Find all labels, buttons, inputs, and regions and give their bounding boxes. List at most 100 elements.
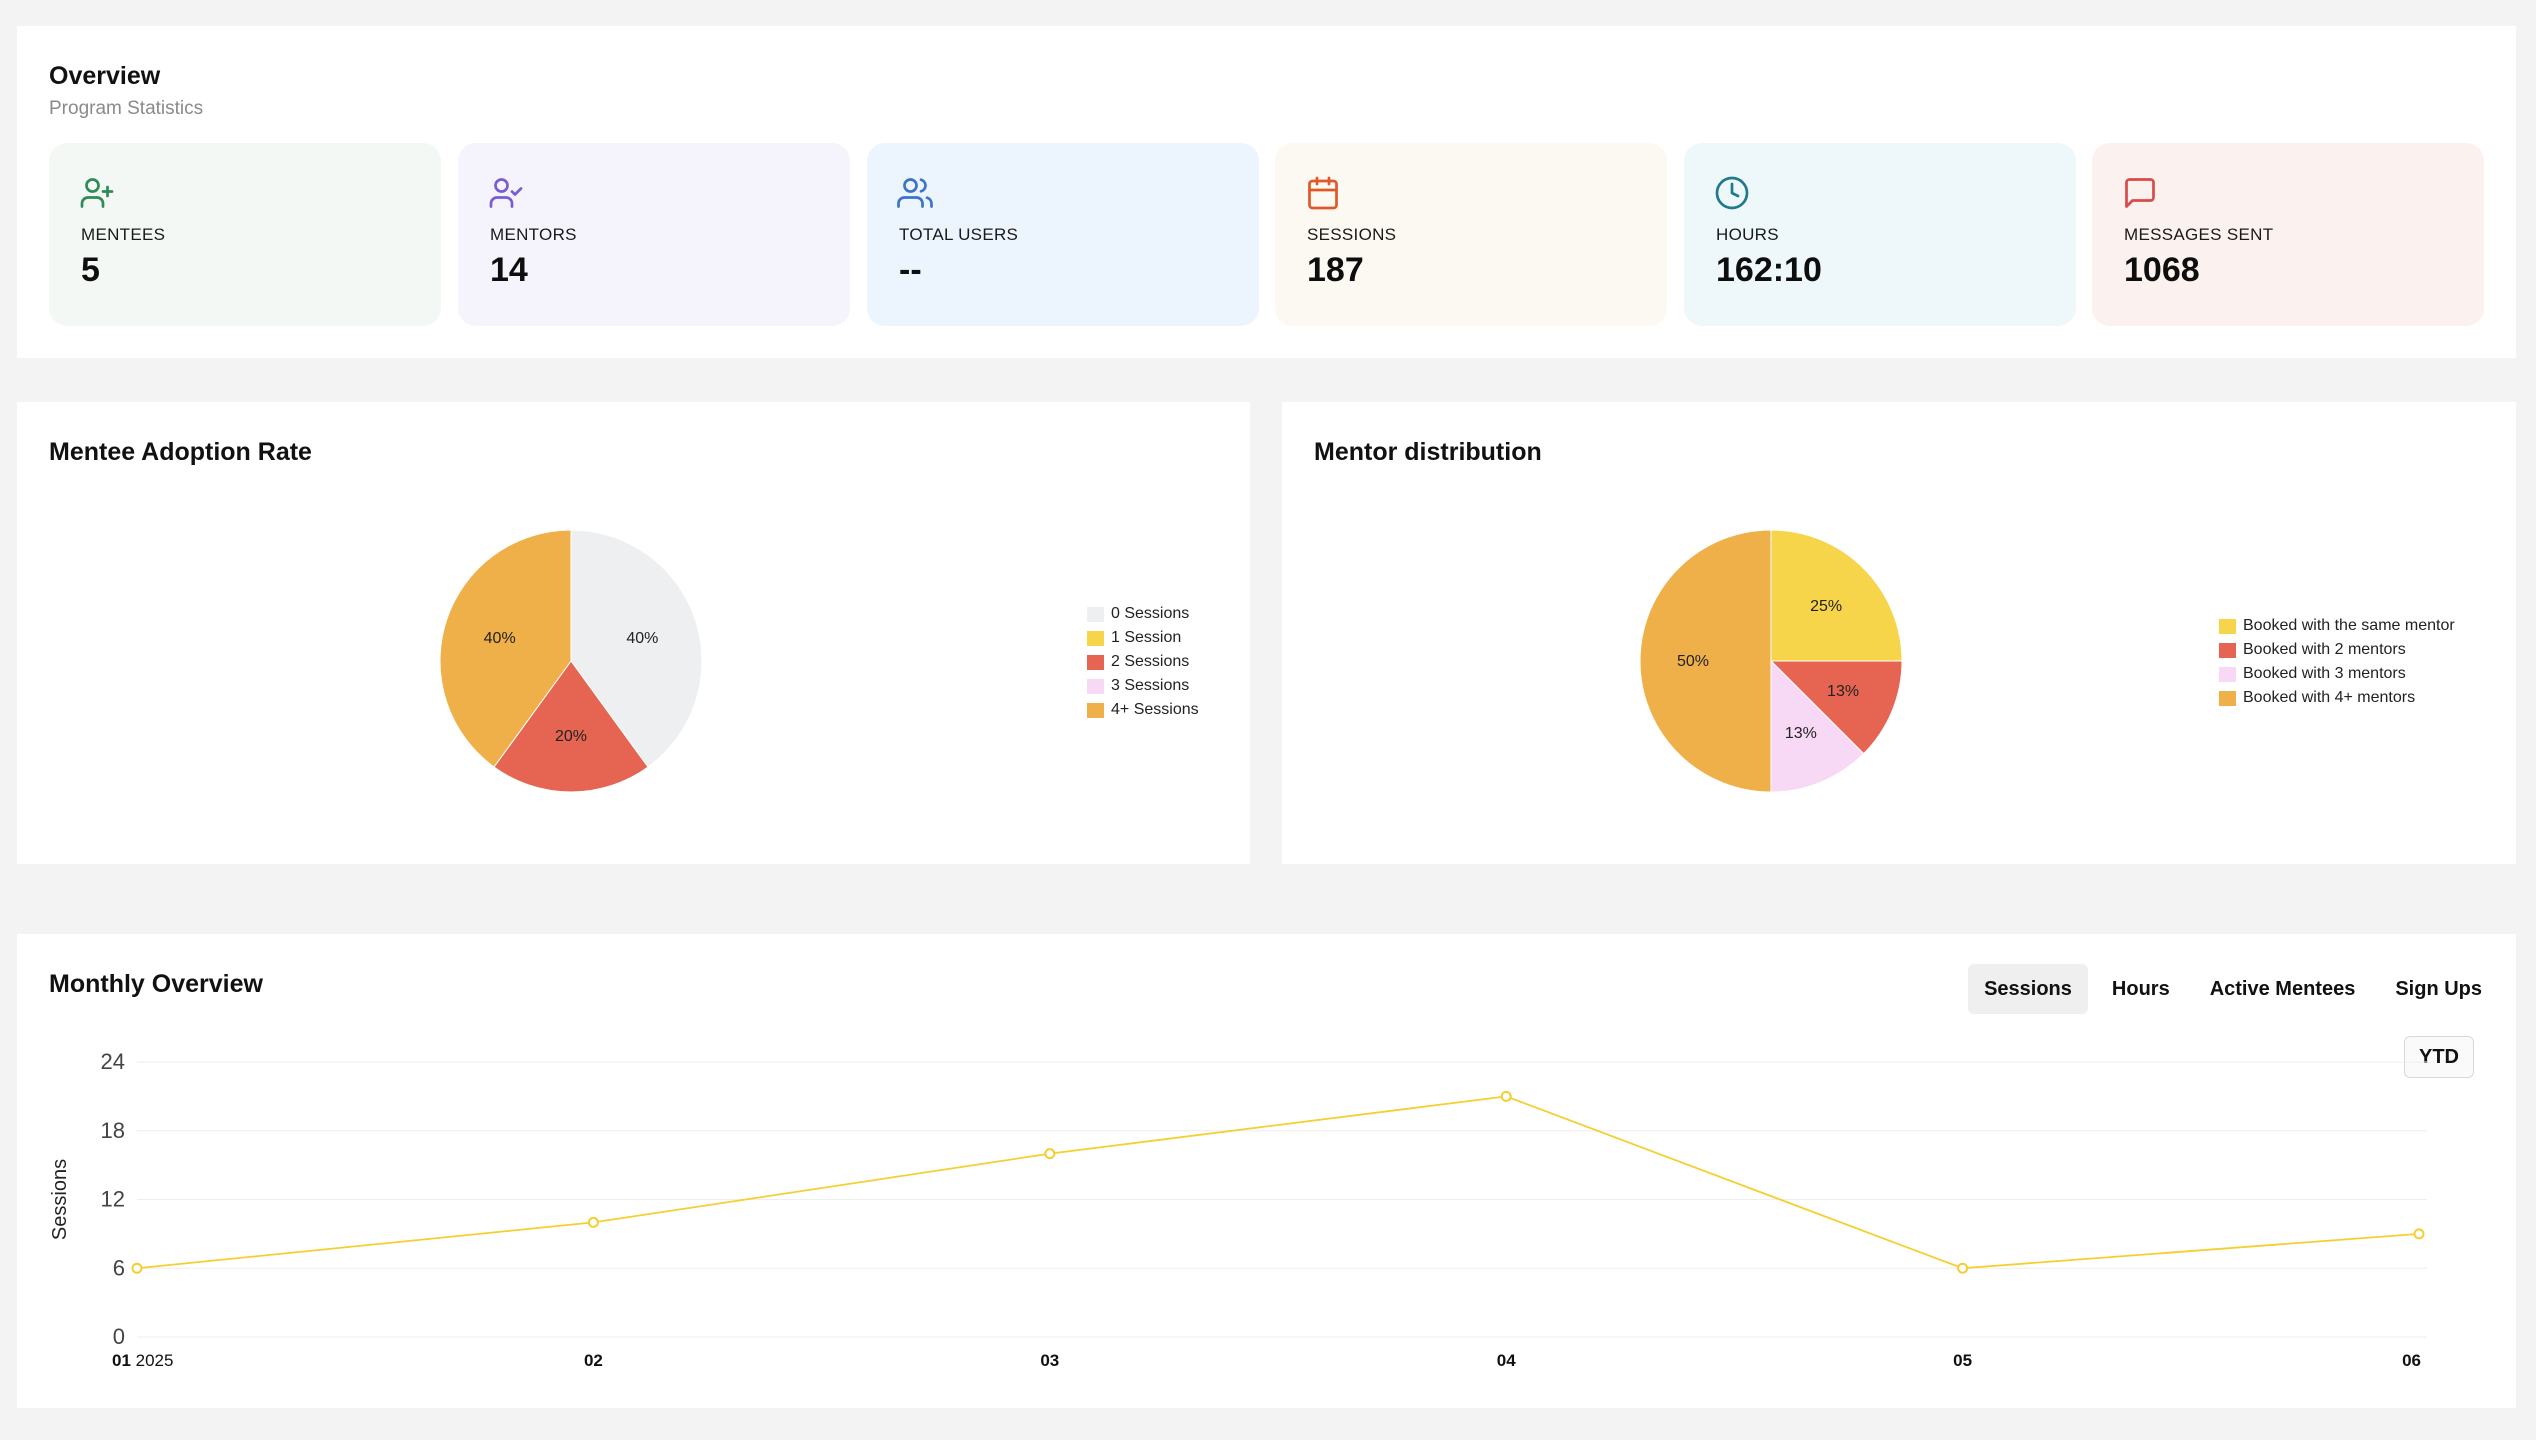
tab-active-mentees[interactable]: Active Mentees [2209, 977, 2356, 1000]
legend-item[interactable]: Booked with 4+ mentors [2219, 686, 2455, 710]
stat-card-total-users[interactable]: TOTAL USERS -- [867, 143, 1259, 326]
y-tick-label: 24 [101, 1049, 125, 1074]
stat-label: TOTAL USERS [899, 225, 1019, 244]
stat-value: 1068 [2124, 251, 2200, 289]
legend-label: Booked with 3 mentors [2243, 665, 2406, 682]
stat-card-mentees[interactable]: MENTEES 5 [49, 143, 441, 326]
x-tick-label: 05 [1953, 1351, 1972, 1370]
stat-card-hours[interactable]: HOURS 162:10 [1684, 143, 2076, 326]
legend-item[interactable]: 4+ Sessions [1087, 698, 1199, 722]
stat-card-sessions[interactable]: SESSIONS 187 [1275, 143, 1667, 326]
x-tick-label: 03 [1040, 1351, 1059, 1370]
legend-swatch [2219, 666, 2236, 682]
stat-value: 5 [81, 251, 100, 289]
pie-slice[interactable] [570, 529, 703, 768]
monthly-overview-card: Monthly Overview Sessions Hours Active M… [17, 934, 2516, 1408]
legend-label: 1 Session [1111, 629, 1182, 646]
x-tick-label: 02 [584, 1351, 603, 1370]
legend-item[interactable]: Booked with 3 mentors [2219, 662, 2455, 686]
adoption-title: Mentee Adoption Rate [49, 438, 312, 466]
data-point[interactable] [1957, 1262, 1969, 1274]
metric-tabs: Sessions Hours Active Mentees Sign Ups [1968, 964, 2498, 1014]
y-tick-label: 0 [113, 1324, 125, 1349]
pie-slice-label: 50% [1677, 653, 1709, 670]
stat-label: MENTEES [81, 225, 166, 244]
pie-slice[interactable] [493, 660, 649, 793]
clock-icon [1715, 176, 1749, 210]
stat-label: MESSAGES SENT [2124, 225, 2274, 244]
stat-value: -- [899, 251, 922, 289]
legend-label: 2 Sessions [1111, 653, 1190, 670]
series-line-sessions [136, 1095, 2420, 1270]
legend-item[interactable]: 0 Sessions [1087, 602, 1199, 626]
pie-slice-label: 13% [1827, 683, 1859, 700]
user-plus-icon [80, 178, 114, 208]
overview-title: Overview [49, 62, 161, 90]
legend-swatch [1087, 654, 1104, 670]
legend-swatch [2219, 618, 2236, 634]
tab-hours[interactable]: Hours [2111, 977, 2170, 1000]
pie-slice-label: 20% [555, 728, 587, 745]
data-point[interactable] [2413, 1228, 2425, 1240]
y-tick-label: 12 [101, 1187, 125, 1212]
x-year-label: 2025 [131, 1351, 174, 1370]
y-axis-label: Sessions [49, 1159, 71, 1240]
pie-slice-label: 13% [1785, 725, 1817, 742]
pie-slice[interactable] [1770, 659, 1865, 793]
ytd-button[interactable]: YTD [2404, 1036, 2474, 1078]
legend-label: 3 Sessions [1111, 677, 1190, 694]
legend-item[interactable]: 3 Sessions [1087, 674, 1199, 698]
adoption-pie-chart: 40% 20% 40% [439, 529, 703, 793]
legend-item[interactable]: 1 Session [1087, 626, 1199, 650]
y-tick-label: 6 [113, 1255, 125, 1280]
legend-label: Booked with the same mentor [2243, 617, 2455, 634]
stat-card-mentors[interactable]: MENTORS 14 [458, 143, 850, 326]
data-point[interactable] [1044, 1148, 1056, 1160]
adoption-legend: 0 Sessions 1 Session 2 Sessions 3 Sessio… [1087, 602, 1199, 722]
stat-label: HOURS [1716, 225, 1779, 244]
legend-swatch [1087, 678, 1104, 694]
calendar-icon [1308, 176, 1338, 210]
message-icon [2125, 178, 2155, 208]
x-tick-label: 01 2025 [112, 1351, 173, 1370]
legend-item[interactable]: 2 Sessions [1087, 650, 1199, 674]
stat-label: MENTORS [490, 225, 577, 244]
mentor-distribution-legend: Booked with the same mentor Booked with … [2219, 614, 2455, 710]
legend-item[interactable]: Booked with 2 mentors [2219, 638, 2455, 662]
legend-item[interactable]: Booked with the same mentor [2219, 614, 2455, 638]
data-point[interactable] [131, 1262, 143, 1274]
mentor-distribution-card: Mentor distribution 25% 13% 13% 50% Booked … [1282, 402, 2516, 864]
user-check-icon [489, 178, 523, 208]
pie-slice-label: 40% [484, 630, 516, 647]
x-tick-label: 04 [1497, 1351, 1516, 1370]
y-tick-label: 18 [101, 1118, 125, 1143]
pie-slice[interactable] [1769, 660, 1903, 755]
legend-swatch [2219, 642, 2236, 658]
mentee-adoption-card: Mentee Adoption Rate 40% 20% 40% 0 Session… [17, 402, 1250, 864]
data-point[interactable] [1500, 1090, 1512, 1102]
legend-label: 0 Sessions [1111, 605, 1190, 622]
users-icon [897, 178, 933, 208]
pie-slice[interactable] [1770, 529, 1903, 662]
mentor-distribution-title: Mentor distribution [1314, 438, 1542, 466]
stat-value: 187 [1307, 251, 1364, 289]
legend-swatch [1087, 606, 1104, 622]
tab-sign-ups[interactable]: Sign Ups [2395, 977, 2482, 1000]
overview-subtitle: Program Statistics [49, 98, 204, 119]
mentor-distribution-pie-chart: 25% 13% 13% 50% [1639, 529, 1903, 793]
tab-sessions[interactable]: Sessions [1968, 964, 2088, 1014]
stat-value: 162:10 [1716, 251, 1822, 289]
pie-slice[interactable] [439, 529, 572, 768]
legend-swatch [1087, 630, 1104, 646]
pie-slice[interactable] [1639, 529, 1772, 793]
overview-card: Overview Program Statistics MENTEES 5 ME… [17, 26, 2516, 358]
stat-label: SESSIONS [1307, 225, 1397, 244]
stat-card-messages-sent[interactable]: MESSAGES SENT 1068 [2092, 143, 2484, 326]
legend-swatch [1087, 702, 1104, 718]
pie-slice-label: 40% [626, 630, 658, 647]
x-tick-label: 06 [2402, 1351, 2421, 1370]
legend-label: Booked with 2 mentors [2243, 641, 2406, 658]
legend-label: Booked with 4+ mentors [2243, 689, 2416, 706]
data-point[interactable] [587, 1216, 599, 1228]
